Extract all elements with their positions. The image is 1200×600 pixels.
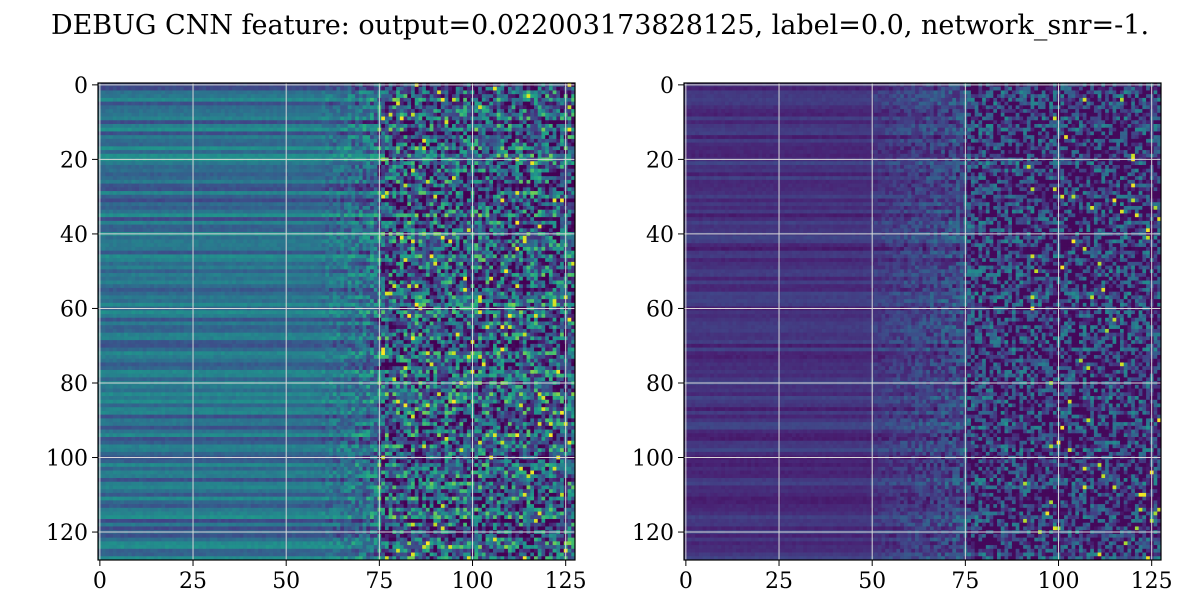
x-tick-label: 50 <box>272 569 300 594</box>
y-tick-label: 40 <box>646 223 674 248</box>
y-tick-label: 40 <box>60 223 88 248</box>
y-tick-label: 100 <box>46 447 88 472</box>
y-tick-label: 0 <box>660 74 674 99</box>
x-tick-label: 0 <box>679 569 693 594</box>
y-tick-label: 0 <box>74 74 88 99</box>
x-tick-label: 25 <box>765 569 793 594</box>
heatmap-cells <box>684 83 1161 560</box>
y-tick-label: 20 <box>60 148 88 173</box>
heatmap-right: 0 25 50 75 100 125 0 20 40 60 80 100 120 <box>632 74 1173 594</box>
x-tick-label: 125 <box>1131 569 1173 594</box>
x-tick-label: 75 <box>951 569 979 594</box>
x-tick-label: 50 <box>858 569 886 594</box>
x-tick-label: 75 <box>365 569 393 594</box>
y-tick-label: 80 <box>646 372 674 397</box>
heatmap-cells <box>98 83 575 560</box>
x-tick-label: 100 <box>1038 569 1080 594</box>
y-tick-label: 60 <box>646 297 674 322</box>
x-tick-label: 100 <box>452 569 494 594</box>
x-tick-label: 25 <box>179 569 207 594</box>
x-tick-label: 125 <box>545 569 587 594</box>
heatmap-left: 0 25 50 75 100 125 0 20 40 60 80 100 120 <box>46 74 587 594</box>
y-tick-label: 60 <box>60 297 88 322</box>
x-tick-label: 0 <box>93 569 107 594</box>
y-tick-label: 120 <box>632 521 674 546</box>
y-tick-label: 100 <box>632 447 674 472</box>
y-tick-label: 80 <box>60 372 88 397</box>
y-tick-label: 120 <box>46 521 88 546</box>
chart-title: DEBUG CNN feature: output=0.022003173828… <box>51 10 1149 41</box>
y-tick-label: 20 <box>646 148 674 173</box>
